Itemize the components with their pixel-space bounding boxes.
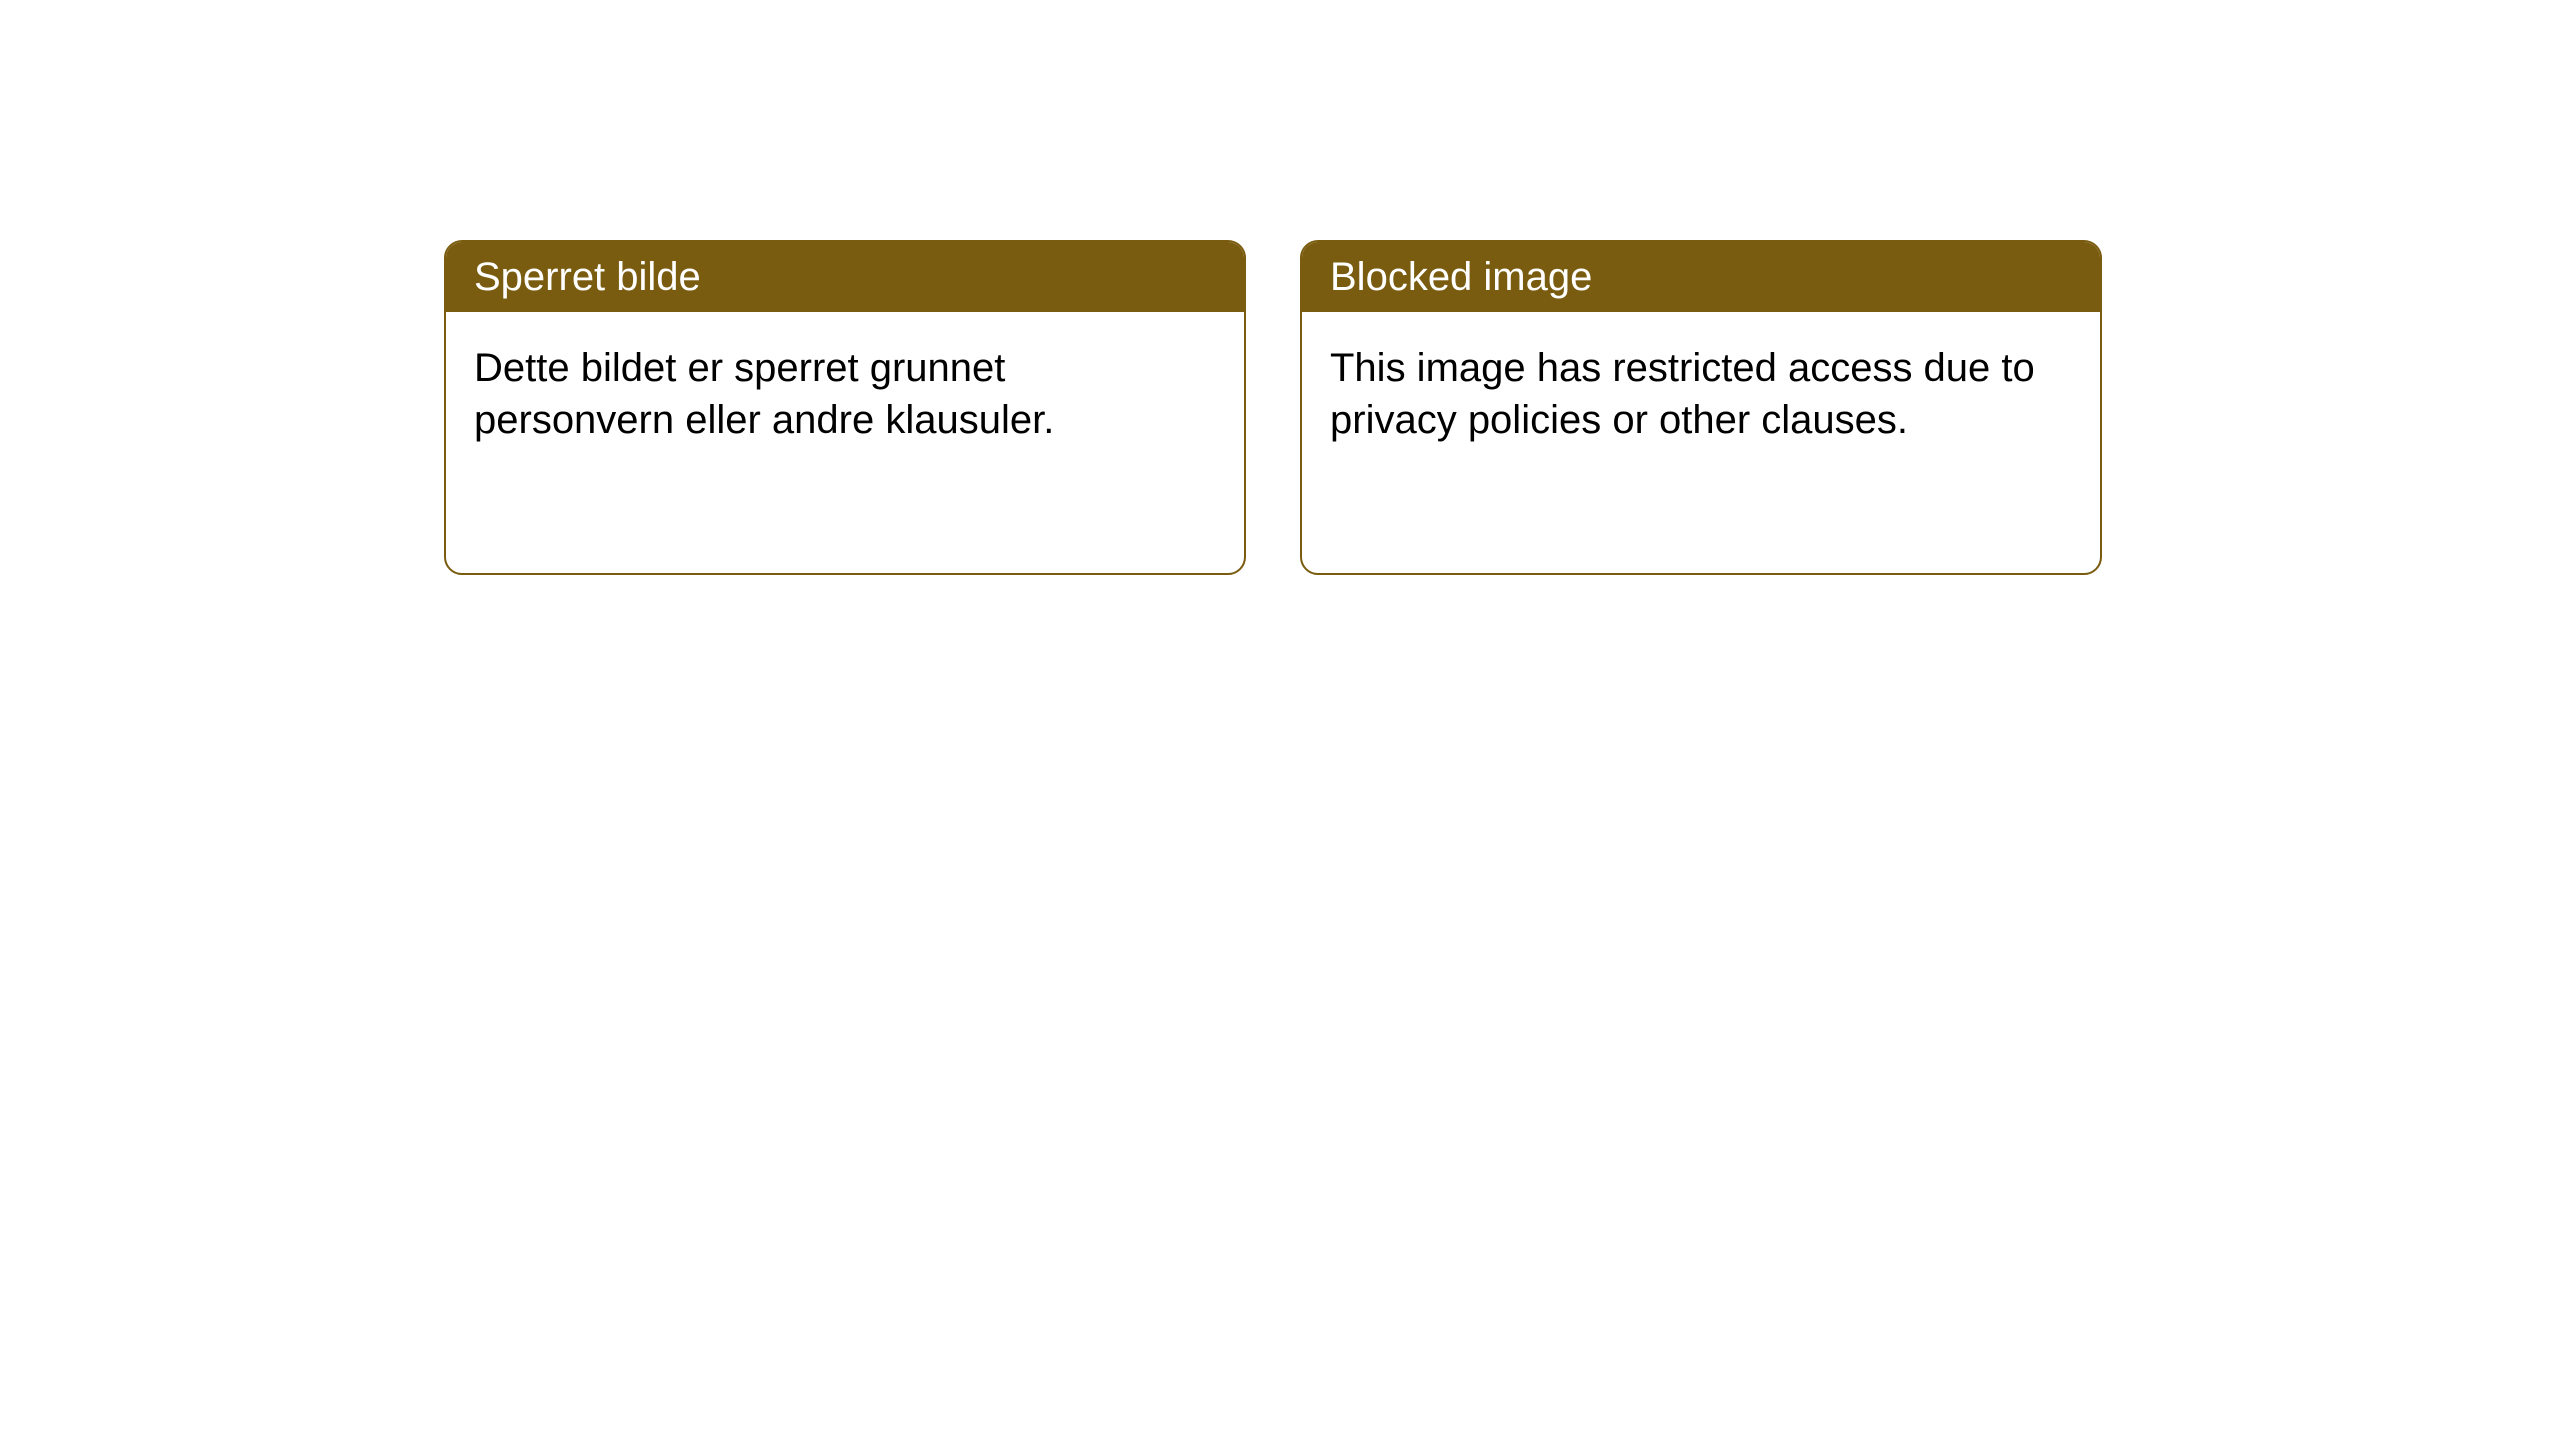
card-header: Blocked image xyxy=(1302,242,2100,312)
card-title: Blocked image xyxy=(1330,255,1592,299)
notice-card-norwegian: Sperret bilde Dette bildet er sperret gr… xyxy=(444,240,1246,575)
notice-container: Sperret bilde Dette bildet er sperret gr… xyxy=(0,0,2560,575)
card-body: This image has restricted access due to … xyxy=(1302,312,2100,476)
card-header: Sperret bilde xyxy=(446,242,1244,312)
card-body: Dette bildet er sperret grunnet personve… xyxy=(446,312,1244,476)
notice-card-english: Blocked image This image has restricted … xyxy=(1300,240,2102,575)
card-message: Dette bildet er sperret grunnet personve… xyxy=(474,346,1054,442)
card-title: Sperret bilde xyxy=(474,255,701,299)
card-message: This image has restricted access due to … xyxy=(1330,346,2035,442)
